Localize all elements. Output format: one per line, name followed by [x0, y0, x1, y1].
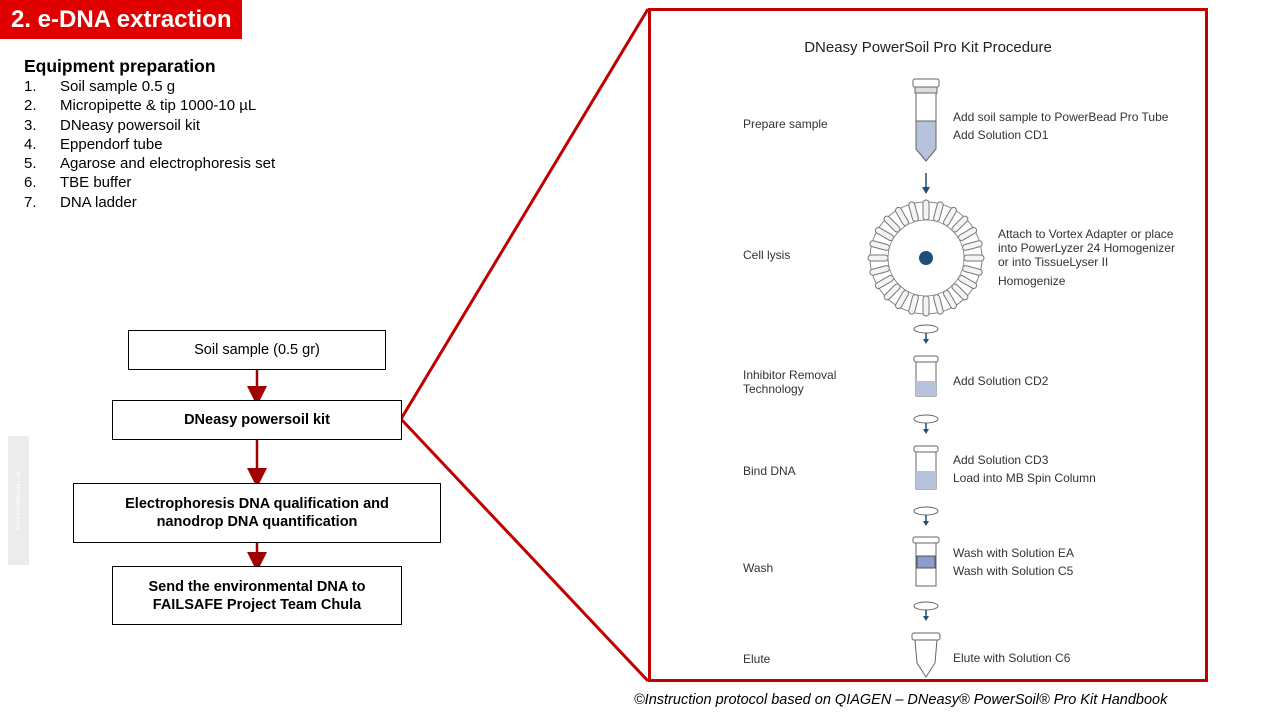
equipment-heading: Equipment preparation — [24, 56, 216, 76]
watermark-strip: ©Nat Pornthoopa Lab — [8, 436, 29, 565]
procedure-panel: DNeasy PowerSoil Pro Kit Procedure Prepa… — [648, 8, 1208, 682]
tube-slot — [963, 254, 985, 262]
equipment-section: Equipment preparation 1. Soil sample 0.5 … — [24, 55, 275, 212]
step-desc-elute: Elute with Solution C6 — [953, 651, 1071, 665]
flow-step-powersoil-kit: DNeasy powersoil kit — [112, 400, 402, 440]
zoom-connector-top — [399, 8, 650, 420]
step-desc-wash: Wash with Solution EA Wash with Solution… — [953, 546, 1074, 578]
equipment-list: 1. Soil sample 0.5 g 2. Micropipette & tip… — [24, 77, 275, 212]
step-label-lysis: Cell lysis — [743, 248, 791, 262]
step-label-inhibitor: Inhibitor Removal Technology — [743, 368, 837, 396]
step-desc-inhibitor: Add Solution CD2 — [953, 374, 1049, 388]
tube-icon — [913, 445, 939, 490]
centrifuge-icon — [913, 506, 939, 526]
section-title: 2. e-DNA extraction — [0, 0, 242, 39]
step-desc-prepare: Add soil sample to PowerBead Pro Tube Ad… — [953, 110, 1169, 142]
arrow-down-icon — [922, 173, 930, 194]
tube-slot — [867, 254, 889, 262]
spin-column-icon — [912, 536, 940, 587]
vortex-adapter-icon — [867, 199, 985, 317]
list-item: 5. Agarose and electrophoresis set — [24, 155, 276, 173]
step-desc-bind: Add Solution CD3 Load into MB Spin Colum… — [953, 453, 1096, 485]
elution-tube-icon — [911, 632, 941, 678]
flow-step-soil-sample: Soil sample (0.5 gr) — [128, 330, 386, 370]
step-label-bind: Bind DNA — [743, 464, 796, 478]
centrifuge-icon — [913, 414, 939, 434]
list-item: 7. DNA ladder — [24, 193, 137, 211]
powerbead-tube-icon — [912, 78, 940, 162]
list-item: 6. TBE buffer — [24, 174, 132, 192]
zoom-connector-bottom — [399, 417, 650, 683]
step-label-wash: Wash — [743, 561, 774, 575]
procedure-illustrations — [867, 78, 985, 678]
step-label-prepare: Prepare sample — [743, 117, 828, 131]
tube-slot — [922, 295, 930, 317]
tube-slot — [922, 199, 930, 221]
step-desc-lysis: Attach to Vortex Adapter or place into P… — [998, 227, 1175, 288]
centrifuge-icon — [913, 601, 939, 621]
flow-step-send-dna: Send the environmental DNA to FAILSAFE P… — [112, 566, 402, 625]
list-item: 2. Micropipette & tip 1000-10 µL — [24, 97, 257, 115]
tube-icon — [913, 355, 939, 397]
list-item: 1. Soil sample 0.5 g — [24, 78, 176, 95]
procedure-title: DNeasy PowerSoil Pro Kit Procedure — [804, 39, 1052, 56]
step-label-elute: Elute — [743, 652, 771, 666]
flow-step-electrophoresis: Electrophoresis DNA qualification and na… — [73, 483, 441, 543]
list-item: 4. Eppendorf tube — [24, 135, 163, 153]
centrifuge-icon — [913, 324, 939, 344]
list-item: 3. DNeasy powersoil kit — [24, 116, 201, 134]
source-credit: ©Instruction protocol based on QIAGEN – … — [634, 692, 1168, 708]
